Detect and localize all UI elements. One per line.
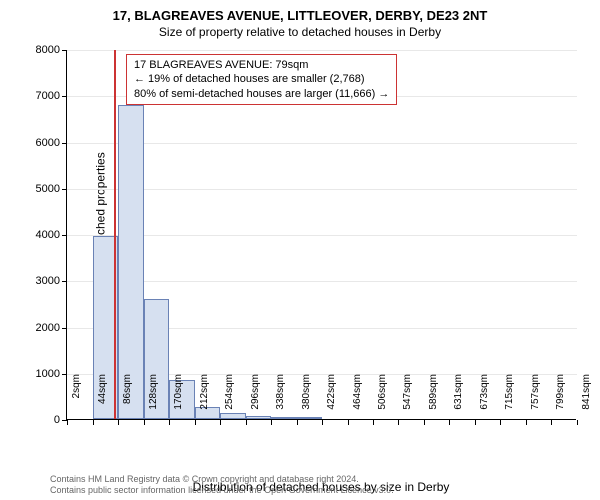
footer-line-1: Contains HM Land Registry data © Crown c… xyxy=(50,474,394,485)
xtick-mark xyxy=(449,420,450,425)
info-line-3: 80% of semi-detached houses are larger (… xyxy=(134,87,389,101)
ytick-label: 1000 xyxy=(20,368,60,380)
xtick-mark xyxy=(551,420,552,425)
xtick-mark xyxy=(500,420,501,425)
histogram-bar xyxy=(118,105,144,420)
chart-container: Number of detached properties 0100020003… xyxy=(66,50,576,420)
xtick-mark xyxy=(246,420,247,425)
xtick-label: 715sqm xyxy=(504,374,515,424)
xtick-label: 631sqm xyxy=(453,374,464,424)
ytick-label: 6000 xyxy=(20,137,60,149)
xtick-mark xyxy=(424,420,425,425)
xtick-mark xyxy=(220,420,221,425)
footer-attribution: Contains HM Land Registry data © Crown c… xyxy=(50,474,394,496)
xtick-mark xyxy=(169,420,170,425)
xtick-label: 589sqm xyxy=(428,374,439,424)
ytick-label: 4000 xyxy=(20,229,60,241)
xtick-label: 422sqm xyxy=(326,374,337,424)
xtick-mark xyxy=(373,420,374,425)
xtick-label: 2sqm xyxy=(71,374,82,424)
xtick-mark xyxy=(195,420,196,425)
xtick-mark xyxy=(271,420,272,425)
xtick-label: 757sqm xyxy=(530,374,541,424)
xtick-mark xyxy=(475,420,476,425)
footer-line-2: Contains public sector information licen… xyxy=(50,485,394,496)
xtick-mark xyxy=(577,420,578,425)
ytick-mark xyxy=(62,281,67,282)
xtick-mark xyxy=(526,420,527,425)
info-line-1: 17 BLAGREAVES AVENUE: 79sqm xyxy=(134,58,389,72)
ytick-mark xyxy=(62,50,67,51)
ytick-mark xyxy=(62,374,67,375)
xtick-mark xyxy=(322,420,323,425)
ytick-mark xyxy=(62,189,67,190)
xtick-label: 380sqm xyxy=(301,374,312,424)
xtick-label: 128sqm xyxy=(148,374,159,424)
xtick-label: 338sqm xyxy=(275,374,286,424)
xtick-label: 254sqm xyxy=(224,374,235,424)
xtick-mark xyxy=(67,420,68,425)
xtick-mark xyxy=(118,420,119,425)
xtick-label: 170sqm xyxy=(173,374,184,424)
ytick-mark xyxy=(62,235,67,236)
ytick-mark xyxy=(62,143,67,144)
page-subtitle: Size of property relative to detached ho… xyxy=(0,25,600,39)
page-title: 17, BLAGREAVES AVENUE, LITTLEOVER, DERBY… xyxy=(0,8,600,23)
xtick-label: 799sqm xyxy=(555,374,566,424)
ytick-mark xyxy=(62,328,67,329)
ytick-label: 5000 xyxy=(20,183,60,195)
xtick-mark xyxy=(144,420,145,425)
xtick-label: 212sqm xyxy=(199,374,210,424)
ytick-mark xyxy=(62,96,67,97)
plot-area: 0100020003000400050006000700080002sqm44s… xyxy=(66,50,576,420)
ytick-label: 7000 xyxy=(20,90,60,102)
ytick-label: 3000 xyxy=(20,275,60,287)
xtick-mark xyxy=(348,420,349,425)
xtick-label: 44sqm xyxy=(97,374,108,424)
xtick-label: 841sqm xyxy=(581,374,592,424)
xtick-label: 86sqm xyxy=(122,374,133,424)
info-line-2: ← 19% of detached houses are smaller (2,… xyxy=(134,72,389,86)
xtick-label: 464sqm xyxy=(352,374,363,424)
info-box: 17 BLAGREAVES AVENUE: 79sqm ← 19% of det… xyxy=(126,54,397,105)
ytick-label: 8000 xyxy=(20,44,60,56)
xtick-label: 673sqm xyxy=(479,374,490,424)
xtick-mark xyxy=(93,420,94,425)
xtick-mark xyxy=(398,420,399,425)
ytick-label: 0 xyxy=(20,414,60,426)
gridline xyxy=(67,50,577,51)
xtick-label: 296sqm xyxy=(250,374,261,424)
property-marker-line xyxy=(114,50,116,419)
xtick-label: 506sqm xyxy=(377,374,388,424)
ytick-label: 2000 xyxy=(20,322,60,334)
xtick-label: 547sqm xyxy=(402,374,413,424)
xtick-mark xyxy=(297,420,298,425)
